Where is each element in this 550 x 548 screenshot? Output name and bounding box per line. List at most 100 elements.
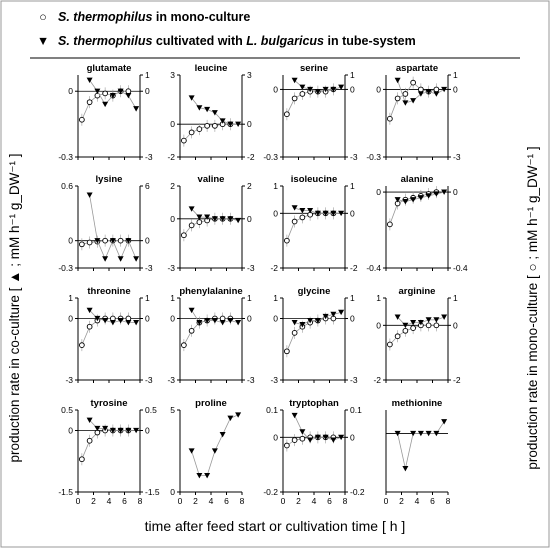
triangle-point	[417, 430, 424, 437]
right-tick-label: 0	[145, 86, 150, 96]
left-tick-label: 2	[170, 181, 175, 191]
triangle-point	[219, 216, 226, 222]
triangle-point	[235, 121, 242, 127]
circle-point	[402, 91, 409, 97]
x-tick-label: 0	[281, 496, 286, 506]
right-tick-label: 2	[247, 181, 252, 191]
triangle-point	[402, 100, 409, 106]
triangle-point	[211, 110, 218, 116]
x-tick-label: 4	[312, 496, 317, 506]
right-tick-label: -0.2	[350, 487, 365, 497]
circle-point	[387, 221, 393, 228]
panel-isoleucine: isoleucine 1 0 -2 1 0 -2	[270, 174, 357, 273]
triangle-point	[338, 309, 345, 316]
triangle-point	[394, 197, 401, 203]
triangle-point	[425, 193, 432, 199]
panel-alanine: alanine 0 -0.4 0 -0.4	[366, 174, 468, 273]
right-tick-label: 1	[350, 293, 355, 303]
x-tick-label: 8	[446, 496, 451, 506]
triangle-point	[94, 238, 101, 244]
left-tick-label: 0	[376, 84, 381, 94]
triangle-point	[117, 427, 124, 434]
circle-point	[188, 129, 195, 136]
circle-point	[79, 116, 85, 123]
left-tick-label: 5	[170, 405, 175, 415]
triangle-point	[94, 315, 101, 322]
triangle-point	[322, 313, 329, 320]
left-axis-label: production rate in co-culture [ ▲ ; mM h…	[7, 153, 22, 463]
panel-title: valine	[198, 174, 225, 185]
right-tick-label: -3	[350, 152, 358, 162]
right-tick-label: 0	[453, 187, 458, 197]
filled-triangle-icon: ▼	[36, 34, 50, 48]
triangle-point	[125, 93, 132, 99]
x-tick-label: 6	[327, 496, 332, 506]
panel-title: alanine	[401, 174, 434, 185]
panel-leucine: leucine 3 0 -2 3 0 -2	[167, 63, 254, 162]
triangle-point	[410, 320, 417, 326]
x-tick-label: 6	[430, 496, 435, 506]
x-tick-label: 2	[193, 496, 198, 506]
left-tick-label: 0	[68, 426, 73, 436]
triangle-point	[211, 216, 218, 222]
right-tick-label: 1	[453, 293, 458, 303]
right-tick-label: 0	[145, 236, 150, 246]
triangle-point	[102, 256, 109, 262]
triangle-point	[330, 437, 337, 443]
circle-point	[102, 237, 108, 244]
triangle-point	[402, 322, 409, 329]
right-tick-label: 0	[350, 314, 355, 324]
left-tick-label: 1	[273, 293, 278, 303]
triangle-point	[291, 320, 298, 326]
triangle-point	[102, 101, 109, 108]
triangle-point	[125, 427, 132, 434]
right-tick-label: -3	[453, 152, 461, 162]
panel-lysine: lysine 0.6 0 -0.3 6 0 -3	[58, 174, 152, 273]
circle-point	[418, 86, 424, 93]
triangle-point	[417, 195, 424, 201]
triangle-point	[204, 106, 211, 113]
panel-title: threonine	[87, 286, 130, 297]
left-tick-label: -0.4	[366, 263, 381, 273]
circle-point	[284, 348, 290, 355]
triangle-point	[196, 105, 203, 111]
triangle-point	[394, 314, 401, 320]
panel-arginine: arginine 1 0 -2 1 0 -2	[373, 286, 460, 385]
right-axis-label: production rate in mono-culture [ ○ ; mM…	[525, 146, 540, 470]
right-tick-label: 0	[453, 320, 458, 330]
circle-point	[410, 325, 416, 331]
circle-point	[79, 241, 85, 248]
triangle-point	[425, 317, 432, 323]
right-tick-label: -2	[247, 152, 255, 162]
left-tick-label: -2	[270, 263, 278, 273]
circle-point	[86, 323, 93, 330]
right-tick-label: 1	[453, 70, 458, 80]
triangle-point	[291, 205, 298, 211]
triangle-point	[211, 448, 218, 454]
right-tick-label: 1	[145, 293, 150, 303]
right-tick-label: 1	[350, 181, 355, 191]
x-tick-label: 6	[122, 496, 127, 506]
left-tick-label: -2	[373, 375, 381, 385]
left-tick-label: 0.6	[61, 181, 73, 191]
triangle-point	[86, 192, 93, 198]
triangle-point	[227, 216, 234, 222]
panel-title: phenylalanine	[179, 286, 242, 297]
left-tick-label: -2	[167, 152, 175, 162]
x-tick-label: 2	[399, 496, 404, 506]
triangle-point	[314, 434, 321, 441]
circle-point	[102, 90, 108, 97]
left-tick-label: 0	[170, 214, 175, 224]
left-tick-label: -3	[167, 375, 175, 385]
triangle-point	[433, 430, 440, 437]
right-tick-label: -3	[145, 152, 153, 162]
triangle-point	[441, 189, 448, 195]
circle-point	[394, 95, 401, 102]
panel-phenylalanine: phenylalanine 1 0 -3 1 0 -3	[167, 286, 254, 385]
x-tick-label: 0	[76, 496, 81, 506]
left-tick-label: 0	[170, 487, 175, 497]
left-tick-label: -0.2	[263, 487, 278, 497]
panel-title: aspartate	[396, 63, 438, 74]
circle-point	[425, 322, 432, 329]
triangle-point	[299, 429, 306, 435]
